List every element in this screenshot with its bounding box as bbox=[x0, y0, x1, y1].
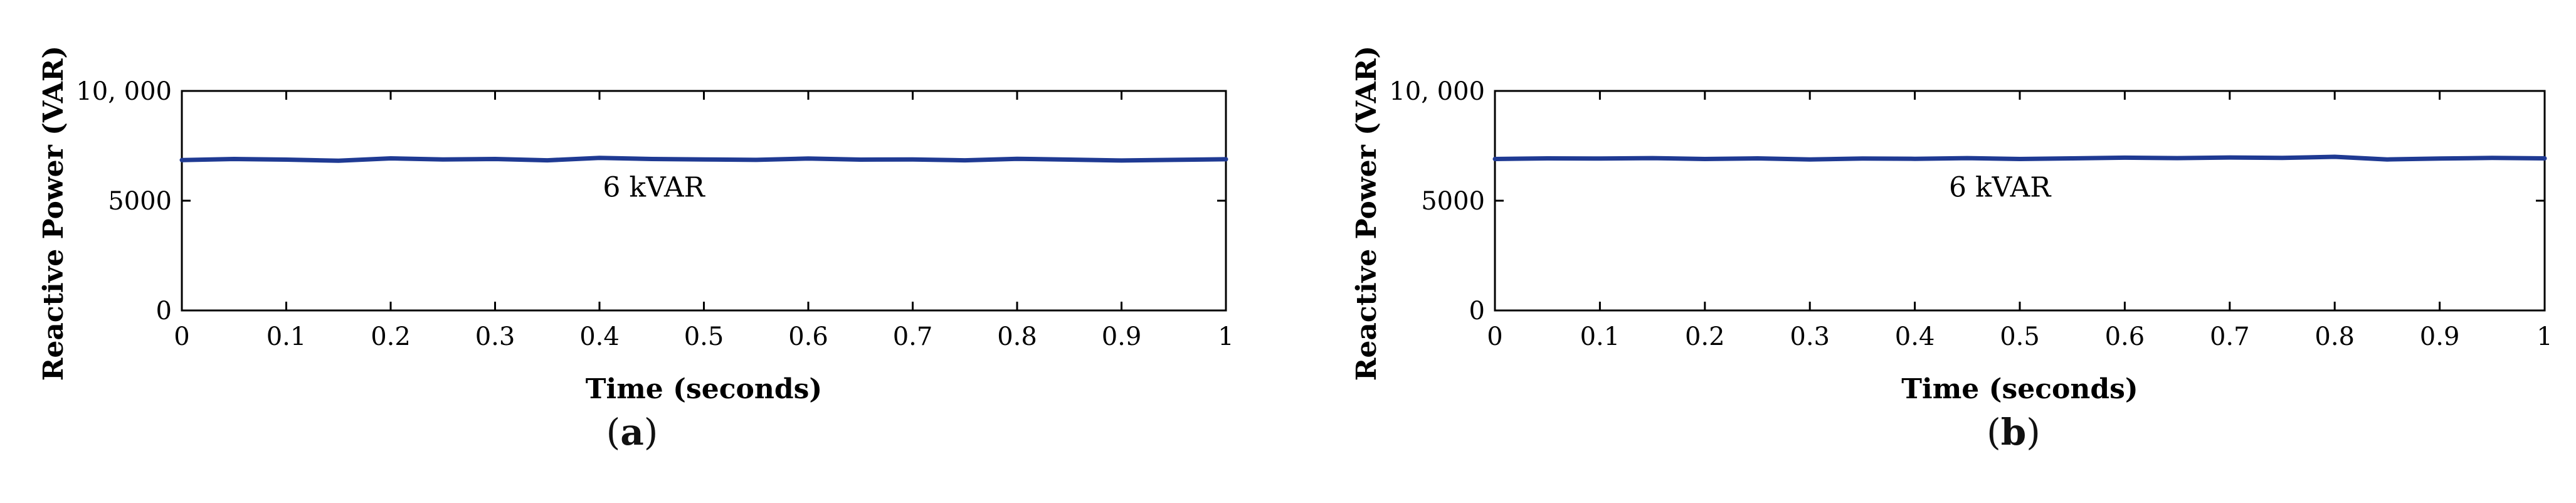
chart-a-y-tick-label: 0 bbox=[156, 297, 172, 326]
chart-b-x-tick-label: 0.4 bbox=[1895, 322, 1935, 351]
chart-a-series-line bbox=[179, 156, 1228, 163]
chart-b-x-tick-label: 0.1 bbox=[1580, 322, 1620, 351]
chart-b-y-tick-label: 10, 000 bbox=[1389, 77, 1485, 106]
chart-a-x-axis-title: Time (seconds) bbox=[586, 373, 822, 405]
chart-a-x-tick-label: 0.9 bbox=[1102, 322, 1142, 351]
chart-b-x-tick-label: 0.6 bbox=[2105, 322, 2145, 351]
chart-a-svg: 0 0.1 0.2 0.3 0.4 0.5 0.6 0.7 0.8 0.9 1 0 5000 10, 00… bbox=[38, 46, 1234, 405]
panel-label-a: (a) bbox=[606, 411, 658, 453]
chart-a-x-tick-label: 0.5 bbox=[684, 322, 724, 351]
chart-b-x-axis-title: Time (seconds) bbox=[1901, 373, 2138, 405]
chart-a-y-tick-label: 5000 bbox=[108, 187, 172, 216]
chart-panel-b: 0 0.1 0.2 0.3 0.4 0.5 0.6 0.7 0.8 0.9 1 0 5000 10, 00… bbox=[1288, 0, 2576, 503]
chart-b-series-line bbox=[1492, 154, 2547, 162]
chart-b-x-tick-label: 0.8 bbox=[2315, 322, 2355, 351]
chart-a-x-tick-label: 0.8 bbox=[997, 322, 1037, 351]
chart-a-x-tick-label: 0 bbox=[174, 322, 189, 351]
chart-panel-a: 0 0.1 0.2 0.3 0.4 0.5 0.6 0.7 0.8 0.9 1 0 5000 10, 00… bbox=[38, 46, 1234, 453]
chart-a-x-tick-label: 0.4 bbox=[579, 322, 620, 351]
chart-b-x-tick-label: 0.7 bbox=[2210, 322, 2250, 351]
chart-b-x-tick-label: 0.2 bbox=[1685, 322, 1725, 351]
chart-a-annotation: 6 kVAR bbox=[603, 172, 705, 204]
chart-a-x-tick-label: 1 bbox=[1218, 322, 1233, 351]
panel-label-b: (b) bbox=[1987, 411, 2040, 453]
chart-b-x-tick-label: 0.3 bbox=[1790, 322, 1830, 351]
chart-a-x-tick-label: 0.7 bbox=[893, 322, 933, 351]
chart-b-x-tick-label: 1 bbox=[2536, 322, 2552, 351]
chart-a-y-tick-label: 10, 000 bbox=[76, 77, 172, 106]
chart-a-x-tick-label: 0.2 bbox=[371, 322, 411, 351]
chart-b-y-tick-label: 5000 bbox=[1421, 187, 1485, 216]
chart-a-y-axis-title: Reactive Power (VAR) bbox=[38, 46, 70, 381]
chart-b-y-tick-label: 0 bbox=[1469, 297, 1485, 326]
chart-b-annotation: 6 kVAR bbox=[1949, 172, 2052, 204]
chart-a-x-tick-label: 0.1 bbox=[267, 322, 307, 351]
chart-b-x-tick-label: 0.9 bbox=[2420, 322, 2460, 351]
chart-a-x-tick-label: 0.3 bbox=[475, 322, 515, 351]
chart-b-y-axis-title: Reactive Power (VAR) bbox=[1351, 46, 1383, 381]
chart-a-x-tick-label: 0.6 bbox=[788, 322, 828, 351]
chart-b-svg: 0 0.1 0.2 0.3 0.4 0.5 0.6 0.7 0.8 0.9 1 0 5000 10, 00… bbox=[1351, 46, 2553, 405]
chart-b-x-tick-label: 0 bbox=[1487, 322, 1502, 351]
chart-b-x-tick-label: 0.5 bbox=[2000, 322, 2040, 351]
